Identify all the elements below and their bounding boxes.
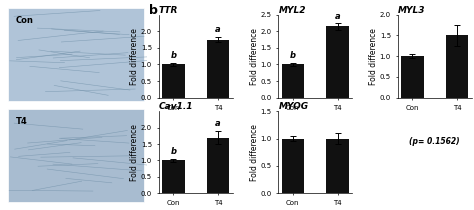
Text: MYOG: MYOG xyxy=(278,102,309,111)
Bar xyxy=(401,56,424,98)
Text: TTR: TTR xyxy=(159,6,178,15)
Bar xyxy=(446,35,468,98)
Bar xyxy=(327,139,349,193)
Text: a: a xyxy=(215,25,221,34)
Text: (p= 0.0142): (p= 0.0142) xyxy=(290,138,340,146)
Y-axis label: Fold difference: Fold difference xyxy=(130,28,139,85)
Bar xyxy=(162,160,184,193)
Y-axis label: Fold difference: Fold difference xyxy=(250,124,259,181)
Bar xyxy=(207,138,229,193)
FancyBboxPatch shape xyxy=(8,8,144,101)
FancyBboxPatch shape xyxy=(8,109,144,202)
Text: MYL3: MYL3 xyxy=(398,6,425,15)
Text: b: b xyxy=(170,147,176,156)
Text: T4: T4 xyxy=(16,117,28,126)
Bar xyxy=(162,64,184,98)
Text: Con: Con xyxy=(16,16,34,25)
Y-axis label: Fold difference: Fold difference xyxy=(130,124,139,181)
Text: a: a xyxy=(335,12,340,21)
Bar xyxy=(207,39,229,98)
Text: a: a xyxy=(2,0,10,2)
Text: b: b xyxy=(290,51,296,60)
Bar xyxy=(282,64,304,98)
Text: (p= 0.0005): (p= 0.0005) xyxy=(170,138,221,146)
Bar xyxy=(327,26,349,98)
Text: (p= 0.1562): (p= 0.1562) xyxy=(410,138,460,146)
Bar xyxy=(282,139,304,193)
Y-axis label: Fold difference: Fold difference xyxy=(369,28,378,85)
Text: Cav1.1: Cav1.1 xyxy=(159,102,193,111)
Y-axis label: Fold difference: Fold difference xyxy=(250,28,259,85)
Text: b: b xyxy=(170,51,176,60)
Text: MYL2: MYL2 xyxy=(278,6,306,15)
Text: a: a xyxy=(215,119,221,129)
Text: b: b xyxy=(149,4,158,17)
